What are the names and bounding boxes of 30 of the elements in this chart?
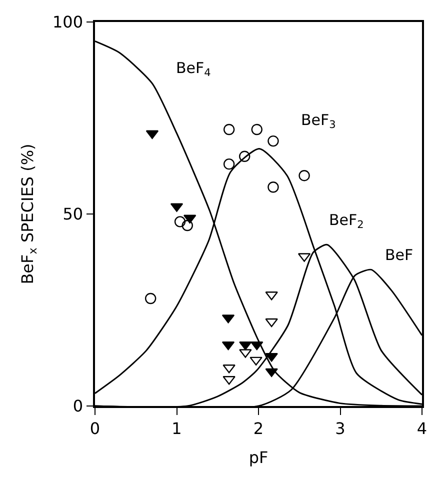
point (239, 150, 250, 162)
point (222, 341, 235, 350)
point (265, 318, 278, 328)
point (268, 182, 279, 193)
point (174, 216, 186, 228)
series-label: BeF$_{4}$ (176, 59, 212, 80)
point (182, 220, 193, 232)
y-tick-label: 0 (72, 396, 84, 416)
y-tick-label: 100 (52, 12, 84, 32)
x-tick-label: 4 (416, 418, 428, 438)
series-label: BeF$_{2}$ (329, 211, 364, 232)
point (223, 158, 235, 170)
x-tick-label: 2 (253, 418, 264, 438)
text: BeF$_{3}$ (301, 111, 336, 132)
point (251, 124, 262, 136)
series-label: BeF (385, 246, 414, 264)
point (298, 170, 310, 182)
x-axis-title: pF (248, 448, 268, 468)
x-tick-label: 0 (90, 418, 100, 438)
point (250, 341, 264, 350)
y-tick-label: 50 (62, 204, 84, 224)
point (268, 135, 279, 147)
point (144, 292, 156, 304)
point (265, 368, 278, 378)
x-tick-label: 1 (172, 418, 182, 438)
point (265, 352, 278, 362)
point (223, 124, 235, 136)
x-tick-label: 3 (335, 418, 346, 438)
point (250, 356, 262, 366)
point (239, 341, 252, 350)
